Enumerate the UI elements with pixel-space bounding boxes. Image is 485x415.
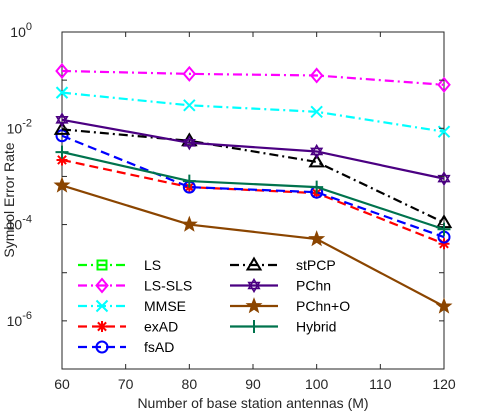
series-line (61, 158, 445, 245)
series-line (61, 184, 445, 308)
x-tick-label: 110 (369, 376, 392, 392)
data-point (309, 67, 324, 84)
legend-marker (247, 320, 261, 333)
data-point (437, 174, 451, 187)
legend: LS LS-SLS MMSE exAD fsAD stPCP PChn PChn+O Hybri… (78, 256, 350, 355)
data-point (55, 112, 69, 124)
legend-marker (95, 299, 109, 313)
legend-item: Hybrid (230, 319, 336, 335)
data-point (180, 215, 198, 232)
data-point (310, 143, 324, 156)
legend-marker (95, 340, 109, 354)
legend-label: stPCP (296, 257, 336, 273)
legend-label: LS (144, 257, 161, 273)
series-line (61, 69, 445, 86)
data-point (55, 86, 69, 99)
data-point (55, 116, 69, 128)
data-point (182, 174, 196, 188)
series-group (53, 62, 453, 314)
data-point (183, 99, 196, 112)
legend-label: Hybrid (296, 319, 336, 335)
legend-item: LS (78, 257, 161, 273)
legend-marker (245, 256, 263, 271)
series-pchn-o (53, 176, 453, 314)
data-point (55, 62, 69, 80)
data-point (308, 153, 325, 168)
plot-area (61, 31, 445, 370)
y-axis-label: Symbol Error Rate (1, 142, 17, 257)
legend-label: fsAD (144, 339, 174, 355)
data-point (308, 230, 326, 247)
y-tick-label: 100 (10, 21, 32, 40)
data-point (182, 138, 196, 151)
x-tick-label: 120 (432, 376, 456, 392)
x-axis-label: Number of base station antennas (M) (137, 395, 368, 411)
x-tick-label: 90 (245, 376, 261, 392)
legend-item: PChn+O (230, 297, 350, 314)
legend-item: LS-SLS (78, 277, 192, 294)
series-line (61, 134, 445, 239)
legend-label: LS-SLS (144, 278, 192, 294)
x-tick-label: 80 (182, 376, 198, 392)
legend-marker (96, 321, 108, 332)
legend-item: PChn (230, 278, 331, 294)
series-line (61, 91, 445, 133)
legend-label: exAD (144, 319, 178, 335)
data-point (437, 76, 451, 93)
legend-marker (96, 259, 108, 271)
data-point (438, 238, 450, 250)
data-point (182, 65, 197, 82)
data-point (437, 171, 451, 183)
legend-item: stPCP (230, 256, 336, 273)
x-tick-label: 60 (54, 376, 70, 392)
data-point (310, 147, 324, 160)
data-point (182, 135, 196, 147)
legend-label: MMSE (144, 298, 186, 314)
data-point (56, 154, 68, 166)
series-line (61, 128, 445, 224)
x-tick-label: 70 (118, 376, 134, 392)
legend-label: PChn (296, 278, 331, 294)
series-mmse (55, 86, 451, 138)
legend-marker (95, 277, 109, 294)
y-tick-label: 10-2 (7, 117, 32, 136)
axes: 60 70 80 90 100 110 120 100 10-2 10-4 10-6 (7, 21, 456, 392)
x-tick-label: 100 (305, 376, 329, 392)
series-ls-sls (55, 62, 451, 93)
data-point (435, 297, 453, 314)
legend-label: PChn+O (296, 298, 350, 314)
series-line (61, 151, 445, 231)
data-point (310, 105, 323, 119)
data-point (310, 180, 324, 194)
y-tick-label: 10-4 (7, 214, 32, 233)
data-point (53, 176, 71, 193)
data-point (55, 145, 69, 159)
legend-marker (247, 277, 261, 290)
y-tick-label: 10-6 (7, 310, 32, 329)
legend-marker (247, 281, 261, 294)
legend-marker (245, 297, 263, 314)
legend-item: exAD (78, 319, 178, 335)
legend-item: MMSE (78, 298, 186, 314)
series-line (61, 118, 445, 180)
series-pchn (55, 112, 451, 187)
legend-item: fsAD (78, 339, 174, 355)
